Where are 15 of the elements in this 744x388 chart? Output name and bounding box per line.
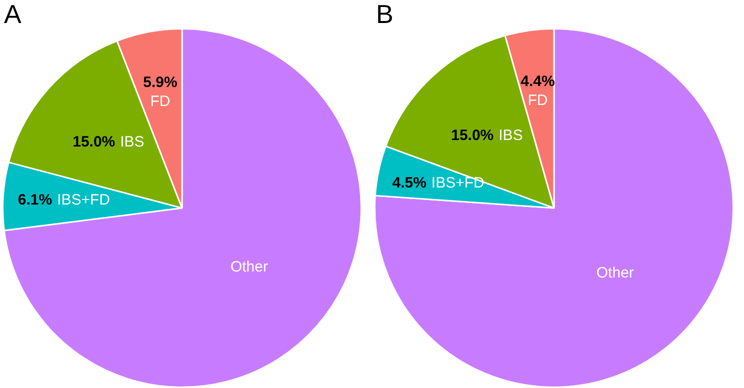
slice-label: FD: [150, 92, 170, 110]
chart-title: B: [376, 0, 394, 29]
data-label: 4.5%: [392, 174, 426, 192]
slice-label: IBS: [120, 133, 144, 150]
slice-label: Other: [596, 264, 634, 282]
data-label: 15.0%: [72, 133, 116, 150]
data-label: 5.9%: [143, 74, 178, 91]
chart-title: A: [4, 0, 22, 29]
slice-label: IBS: [498, 126, 523, 144]
data-label: 6.1%: [18, 191, 52, 208]
slice-label: FD: [528, 92, 548, 109]
slice-label: IBS+FD: [57, 191, 110, 208]
slice-label: Other: [230, 258, 268, 276]
slice-label: IBS+FD: [431, 174, 485, 192]
data-label: 15.0%: [451, 126, 494, 144]
